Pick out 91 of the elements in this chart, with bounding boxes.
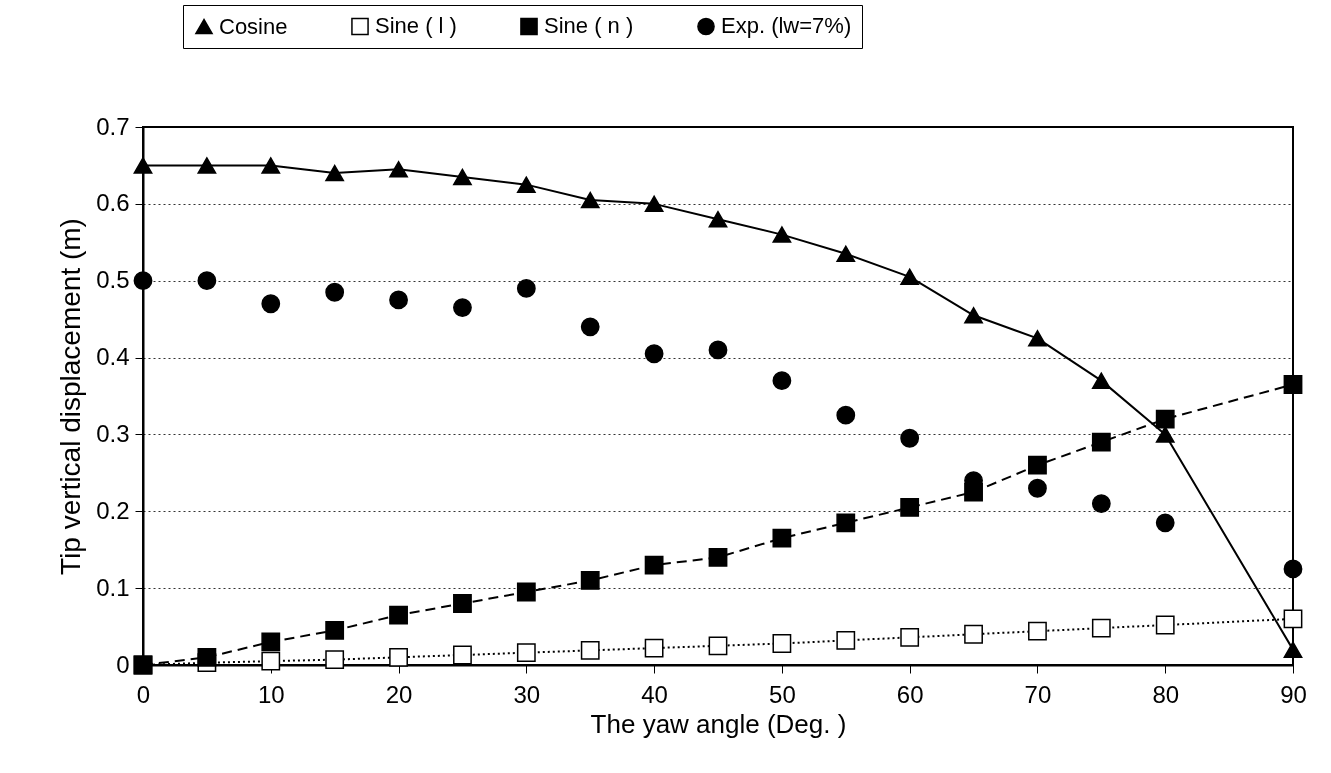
point bbox=[1091, 618, 1111, 638]
y-tick-label: 0.3 bbox=[96, 419, 130, 447]
point bbox=[389, 290, 408, 310]
point bbox=[836, 405, 856, 425]
point bbox=[644, 638, 664, 658]
point bbox=[389, 605, 408, 625]
point bbox=[1155, 513, 1175, 533]
point bbox=[453, 298, 472, 318]
point bbox=[261, 651, 281, 671]
point bbox=[1028, 478, 1047, 498]
point bbox=[325, 650, 345, 670]
x-tick-label: 70 bbox=[1024, 680, 1052, 708]
point bbox=[1091, 372, 1111, 389]
point bbox=[1155, 426, 1175, 443]
legend-label: Sine ( l ) bbox=[375, 13, 457, 39]
legend-label: Cosine bbox=[219, 13, 288, 39]
point bbox=[1155, 409, 1175, 429]
point bbox=[644, 555, 664, 575]
point bbox=[900, 268, 920, 286]
y-tick-label: 0.1 bbox=[96, 573, 130, 601]
point bbox=[1028, 330, 1047, 347]
point bbox=[708, 547, 728, 567]
point bbox=[516, 176, 536, 193]
point bbox=[900, 498, 920, 517]
point bbox=[197, 647, 217, 667]
point bbox=[453, 168, 472, 186]
y-axis-title: Tip vertical displacement (m) bbox=[55, 218, 87, 575]
point bbox=[389, 161, 408, 178]
point bbox=[836, 245, 856, 263]
point bbox=[1283, 609, 1303, 629]
point bbox=[261, 294, 281, 314]
x-axis-title: The yaw angle (Deg. ) bbox=[590, 708, 847, 739]
y-tick-label: 0.6 bbox=[96, 189, 130, 217]
y-tick-label: 0.5 bbox=[96, 266, 130, 294]
point bbox=[836, 513, 856, 533]
point bbox=[580, 640, 600, 660]
point bbox=[325, 282, 345, 302]
legend-label: Sine ( n ) bbox=[544, 13, 634, 39]
x-tick-label: 20 bbox=[385, 680, 413, 708]
x-tick-label: 40 bbox=[641, 680, 668, 708]
point bbox=[772, 371, 792, 391]
point bbox=[708, 340, 728, 360]
point bbox=[261, 157, 281, 174]
point bbox=[708, 636, 728, 656]
x-tick-label: 50 bbox=[769, 680, 796, 708]
point bbox=[453, 645, 472, 665]
point bbox=[1283, 641, 1303, 658]
point bbox=[261, 632, 281, 652]
x-tick-label: 80 bbox=[1152, 680, 1180, 708]
point bbox=[197, 157, 217, 174]
point bbox=[580, 317, 600, 337]
point bbox=[644, 195, 664, 213]
point bbox=[516, 582, 536, 602]
point bbox=[516, 279, 536, 298]
x-tick-label: 0 bbox=[136, 680, 151, 708]
point bbox=[1028, 621, 1047, 641]
point bbox=[389, 647, 408, 667]
point bbox=[772, 226, 792, 243]
x-tick-label: 10 bbox=[257, 680, 285, 708]
point bbox=[772, 528, 792, 548]
point bbox=[516, 643, 536, 663]
point bbox=[1091, 432, 1111, 452]
y-tick-label: 0.2 bbox=[96, 496, 130, 524]
point bbox=[772, 634, 792, 653]
y-tick-label: 0 bbox=[116, 650, 130, 678]
point bbox=[900, 627, 920, 647]
point bbox=[197, 271, 217, 291]
point bbox=[580, 571, 600, 590]
x-tick-label: 60 bbox=[896, 680, 924, 708]
point bbox=[325, 621, 345, 640]
y-tick-label: 0.4 bbox=[96, 343, 130, 371]
point bbox=[133, 157, 153, 174]
point bbox=[325, 164, 345, 182]
x-tick-label: 30 bbox=[513, 680, 541, 708]
point bbox=[1028, 455, 1047, 475]
point bbox=[836, 631, 856, 650]
point bbox=[1091, 494, 1111, 513]
y-tick-label: 0.7 bbox=[96, 112, 130, 140]
point bbox=[964, 624, 983, 644]
point bbox=[1155, 615, 1175, 635]
point bbox=[1283, 559, 1303, 579]
point bbox=[453, 594, 472, 613]
x-tick-label: 90 bbox=[1280, 680, 1307, 708]
point bbox=[900, 428, 920, 448]
point bbox=[1283, 375, 1303, 394]
point bbox=[708, 210, 728, 228]
point bbox=[644, 344, 664, 364]
point bbox=[580, 191, 600, 209]
point bbox=[964, 307, 983, 324]
point bbox=[133, 271, 153, 291]
legend-label: Exp. (lw=7%) bbox=[721, 13, 852, 39]
